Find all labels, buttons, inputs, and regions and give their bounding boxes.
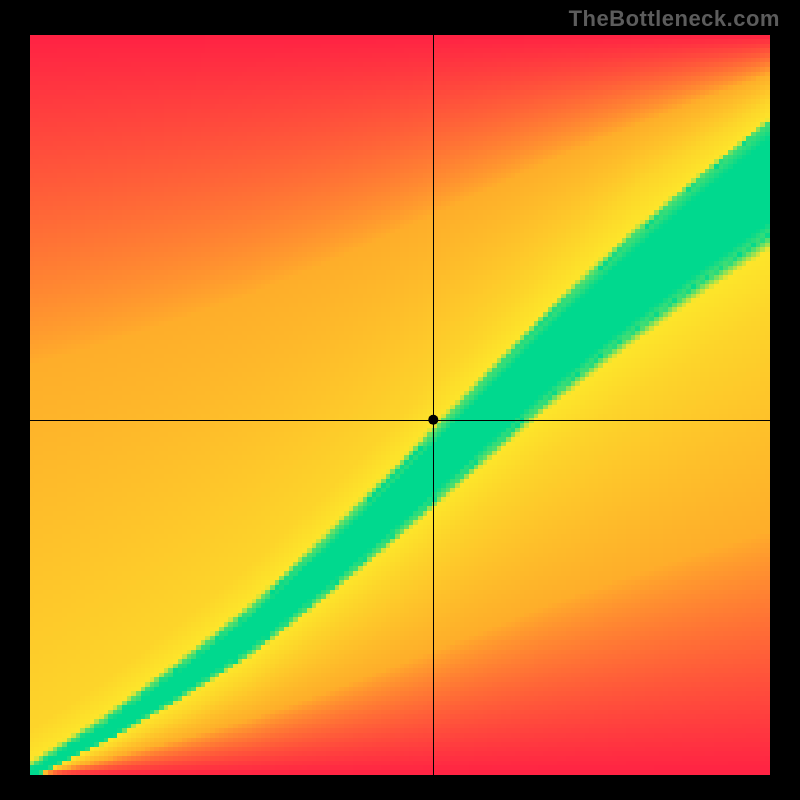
watermark-text: TheBottleneck.com (569, 6, 780, 32)
bottleneck-heatmap (30, 35, 770, 775)
chart-container: TheBottleneck.com (0, 0, 800, 800)
